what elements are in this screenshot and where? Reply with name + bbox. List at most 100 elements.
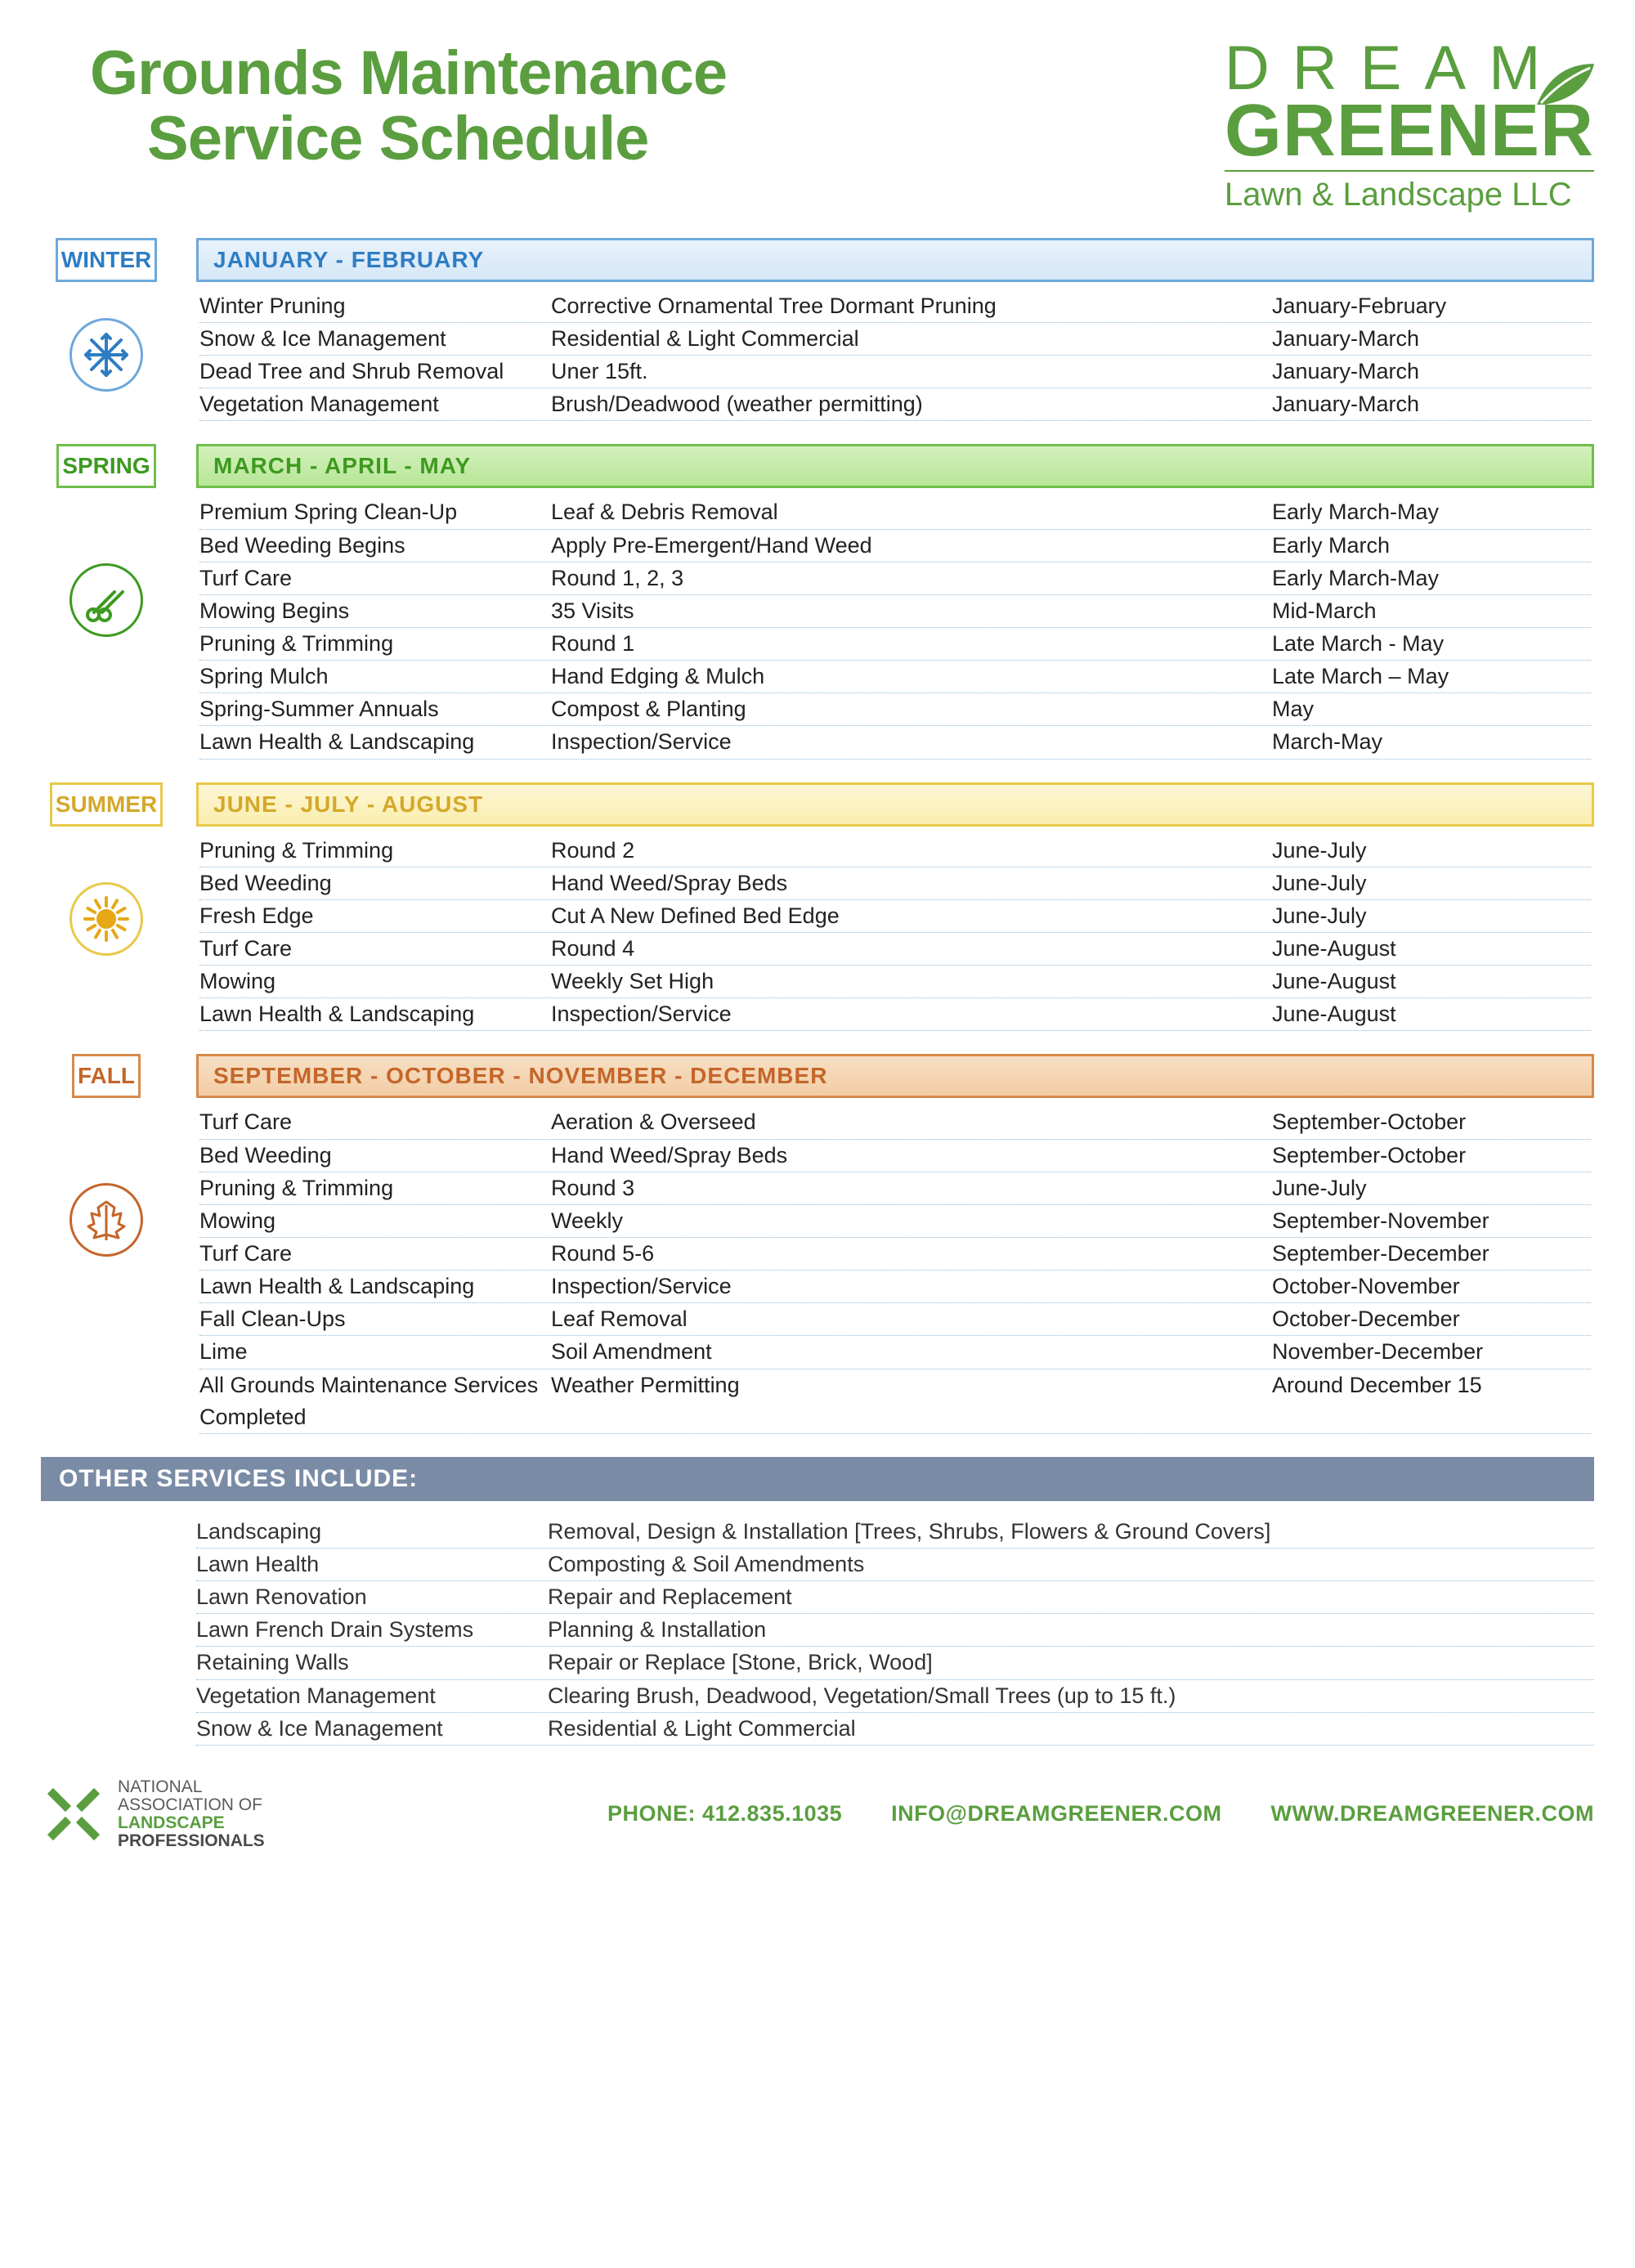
phone: PHONE: 412.835.1035 xyxy=(607,1801,842,1827)
service-timing: October-December xyxy=(1272,1303,1591,1335)
service-timing: September-October xyxy=(1272,1106,1591,1138)
other-service-desc: Repair and Replacement xyxy=(548,1581,1594,1613)
other-service-desc: Planning & Installation xyxy=(548,1614,1594,1646)
service-rows: Winter PruningCorrective Ornamental Tree… xyxy=(196,282,1594,422)
service-name: Turf Care xyxy=(199,1106,551,1138)
other-services-bar: OTHER SERVICES INCLUDE: xyxy=(41,1457,1594,1501)
service-timing: Early March-May xyxy=(1272,496,1591,528)
service-desc: Inspection/Service xyxy=(551,1271,1272,1302)
other-service-name: Lawn Renovation xyxy=(196,1581,548,1613)
service-desc: Brush/Deadwood (weather permitting) xyxy=(551,388,1272,420)
other-row: Lawn RenovationRepair and Replacement xyxy=(196,1581,1594,1614)
months-bar: JUNE - JULY - AUGUST xyxy=(196,782,1594,827)
service-row: Bed WeedingHand Weed/Spray BedsJune-July xyxy=(199,867,1591,900)
service-desc: Round 3 xyxy=(551,1172,1272,1204)
service-desc: Cut A New Defined Bed Edge xyxy=(551,900,1272,932)
service-name: Premium Spring Clean-Up xyxy=(199,496,551,528)
service-timing: June-July xyxy=(1272,1172,1591,1204)
contact-info: PHONE: 412.835.1035 INFO@DREAMGREENER.CO… xyxy=(607,1801,1594,1827)
service-desc: Hand Weed/Spray Beds xyxy=(551,867,1272,899)
service-name: Pruning & Trimming xyxy=(199,1172,551,1204)
season-fall: FALL SEPTEMBER - OCTOBER - NOVEMBER - DEC… xyxy=(41,1054,1594,1433)
service-timing: Early March xyxy=(1272,530,1591,562)
service-timing: October-November xyxy=(1272,1271,1591,1302)
service-name: Pruning & Trimming xyxy=(199,835,551,867)
season-winter: WINTERJANUARY - FEBRUARYWinter PruningCo… xyxy=(41,238,1594,422)
service-desc: Residential & Light Commercial xyxy=(551,323,1272,355)
service-name: All Grounds Maintenance Services Complet… xyxy=(199,1369,551,1433)
service-desc: Round 4 xyxy=(551,933,1272,965)
season-label-column: FALL xyxy=(41,1054,172,1433)
service-name: Fall Clean-Ups xyxy=(199,1303,551,1335)
service-timing: January-February xyxy=(1272,290,1591,322)
service-row: Snow & Ice ManagementResidential & Light… xyxy=(199,323,1591,356)
service-row: Premium Spring Clean-UpLeaf & Debris Rem… xyxy=(199,496,1591,529)
snowflake-icon xyxy=(69,318,143,392)
service-desc: Hand Weed/Spray Beds xyxy=(551,1140,1272,1172)
service-timing: January-March xyxy=(1272,356,1591,388)
service-desc: Inspection/Service xyxy=(551,726,1272,758)
service-name: Turf Care xyxy=(199,563,551,594)
service-name: Bed Weeding Begins xyxy=(199,530,551,562)
title-block: Grounds Maintenance Service Schedule xyxy=(41,41,727,172)
service-row: Fall Clean-UpsLeaf Removal October-Decem… xyxy=(199,1303,1591,1336)
season-spring: SPRINGMARCH - APRIL - MAYPremium Spring … xyxy=(41,444,1594,759)
association-icon xyxy=(41,1782,106,1847)
service-row: Pruning & TrimmingRound 3June-July xyxy=(199,1172,1591,1205)
other-service-desc: Residential & Light Commercial xyxy=(548,1713,1594,1745)
service-timing: January-March xyxy=(1272,323,1591,355)
service-timing: January-March xyxy=(1272,388,1591,420)
season-label: FALL xyxy=(72,1054,141,1098)
service-row: Turf CareRound 1, 2, 3Early March-May xyxy=(199,563,1591,595)
other-service-name: Vegetation Management xyxy=(196,1680,548,1712)
season-label: SUMMER xyxy=(50,782,163,827)
other-row: LandscapingRemoval, Design & Installatio… xyxy=(196,1516,1594,1549)
service-name: Spring Mulch xyxy=(199,661,551,693)
other-service-name: Landscaping xyxy=(196,1516,548,1548)
logo-sub: Lawn & Landscape LLC xyxy=(1225,170,1594,213)
other-row: Snow & Ice ManagementResidential & Light… xyxy=(196,1713,1594,1746)
service-timing: Early March-May xyxy=(1272,563,1591,594)
service-desc: Compost & Planting xyxy=(551,693,1272,725)
service-rows: Pruning & TrimmingRound 2 June-JulyBed W… xyxy=(196,827,1594,1032)
service-timing: Around December 15 xyxy=(1272,1369,1591,1433)
service-name: Vegetation Management xyxy=(199,388,551,420)
service-desc: Round 2 xyxy=(551,835,1272,867)
other-service-name: Lawn French Drain Systems xyxy=(196,1614,548,1646)
service-name: Bed Weeding xyxy=(199,1140,551,1172)
logo-line2: GREENER xyxy=(1225,96,1594,167)
service-name: Lawn Health & Landscaping xyxy=(199,1271,551,1302)
service-name: Turf Care xyxy=(199,1238,551,1270)
service-desc: Inspection/Service xyxy=(551,998,1272,1030)
service-row: Pruning & TrimmingRound 1Late March - Ma… xyxy=(199,628,1591,661)
service-timing: June-July xyxy=(1272,900,1591,932)
service-row: Lawn Health & LandscapingInspection/Serv… xyxy=(199,726,1591,759)
service-rows: Turf CareAeration & OverseedSeptember-Oc… xyxy=(196,1098,1594,1433)
months-bar: JANUARY - FEBRUARY xyxy=(196,238,1594,282)
service-desc: Soil Amendment xyxy=(551,1336,1272,1368)
service-desc: Weather Permitting xyxy=(551,1369,1272,1433)
other-service-desc: Composting & Soil Amendments xyxy=(548,1549,1594,1580)
other-service-desc: Removal, Design & Installation [Trees, S… xyxy=(548,1516,1594,1548)
service-timing: Late March – May xyxy=(1272,661,1591,693)
page-title-line1: Grounds Maintenance xyxy=(90,41,727,106)
service-row: Fresh EdgeCut A New Defined Bed EdgeJune… xyxy=(199,900,1591,933)
season-content: SEPTEMBER - OCTOBER - NOVEMBER - DECEMBE… xyxy=(196,1054,1594,1433)
association-text: NATIONAL ASSOCIATION OF LANDSCAPE PROFES… xyxy=(118,1778,265,1850)
service-name: Mowing xyxy=(199,1205,551,1237)
service-name: Spring-Summer Annuals xyxy=(199,693,551,725)
service-name: Fresh Edge xyxy=(199,900,551,932)
service-row: Lawn Health & LandscapingInspection/Serv… xyxy=(199,1271,1591,1303)
service-name: Lime xyxy=(199,1336,551,1368)
service-name: Lawn Health & Landscaping xyxy=(199,726,551,758)
other-row: Retaining WallsRepair or Replace [Stone,… xyxy=(196,1647,1594,1679)
service-desc: Apply Pre-Emergent/Hand Weed xyxy=(551,530,1272,562)
other-row: Lawn French Drain SystemsPlanning & Inst… xyxy=(196,1614,1594,1647)
service-row: Winter PruningCorrective Ornamental Tree… xyxy=(199,290,1591,323)
service-desc: 35 Visits xyxy=(551,595,1272,627)
service-desc: Round 1 xyxy=(551,628,1272,660)
page-title-line2: Service Schedule xyxy=(90,106,727,172)
service-name: Bed Weeding xyxy=(199,867,551,899)
other-row: Lawn HealthComposting & Soil Amendments xyxy=(196,1549,1594,1581)
service-row: Lawn Health & LandscapingInspection/Serv… xyxy=(199,998,1591,1031)
